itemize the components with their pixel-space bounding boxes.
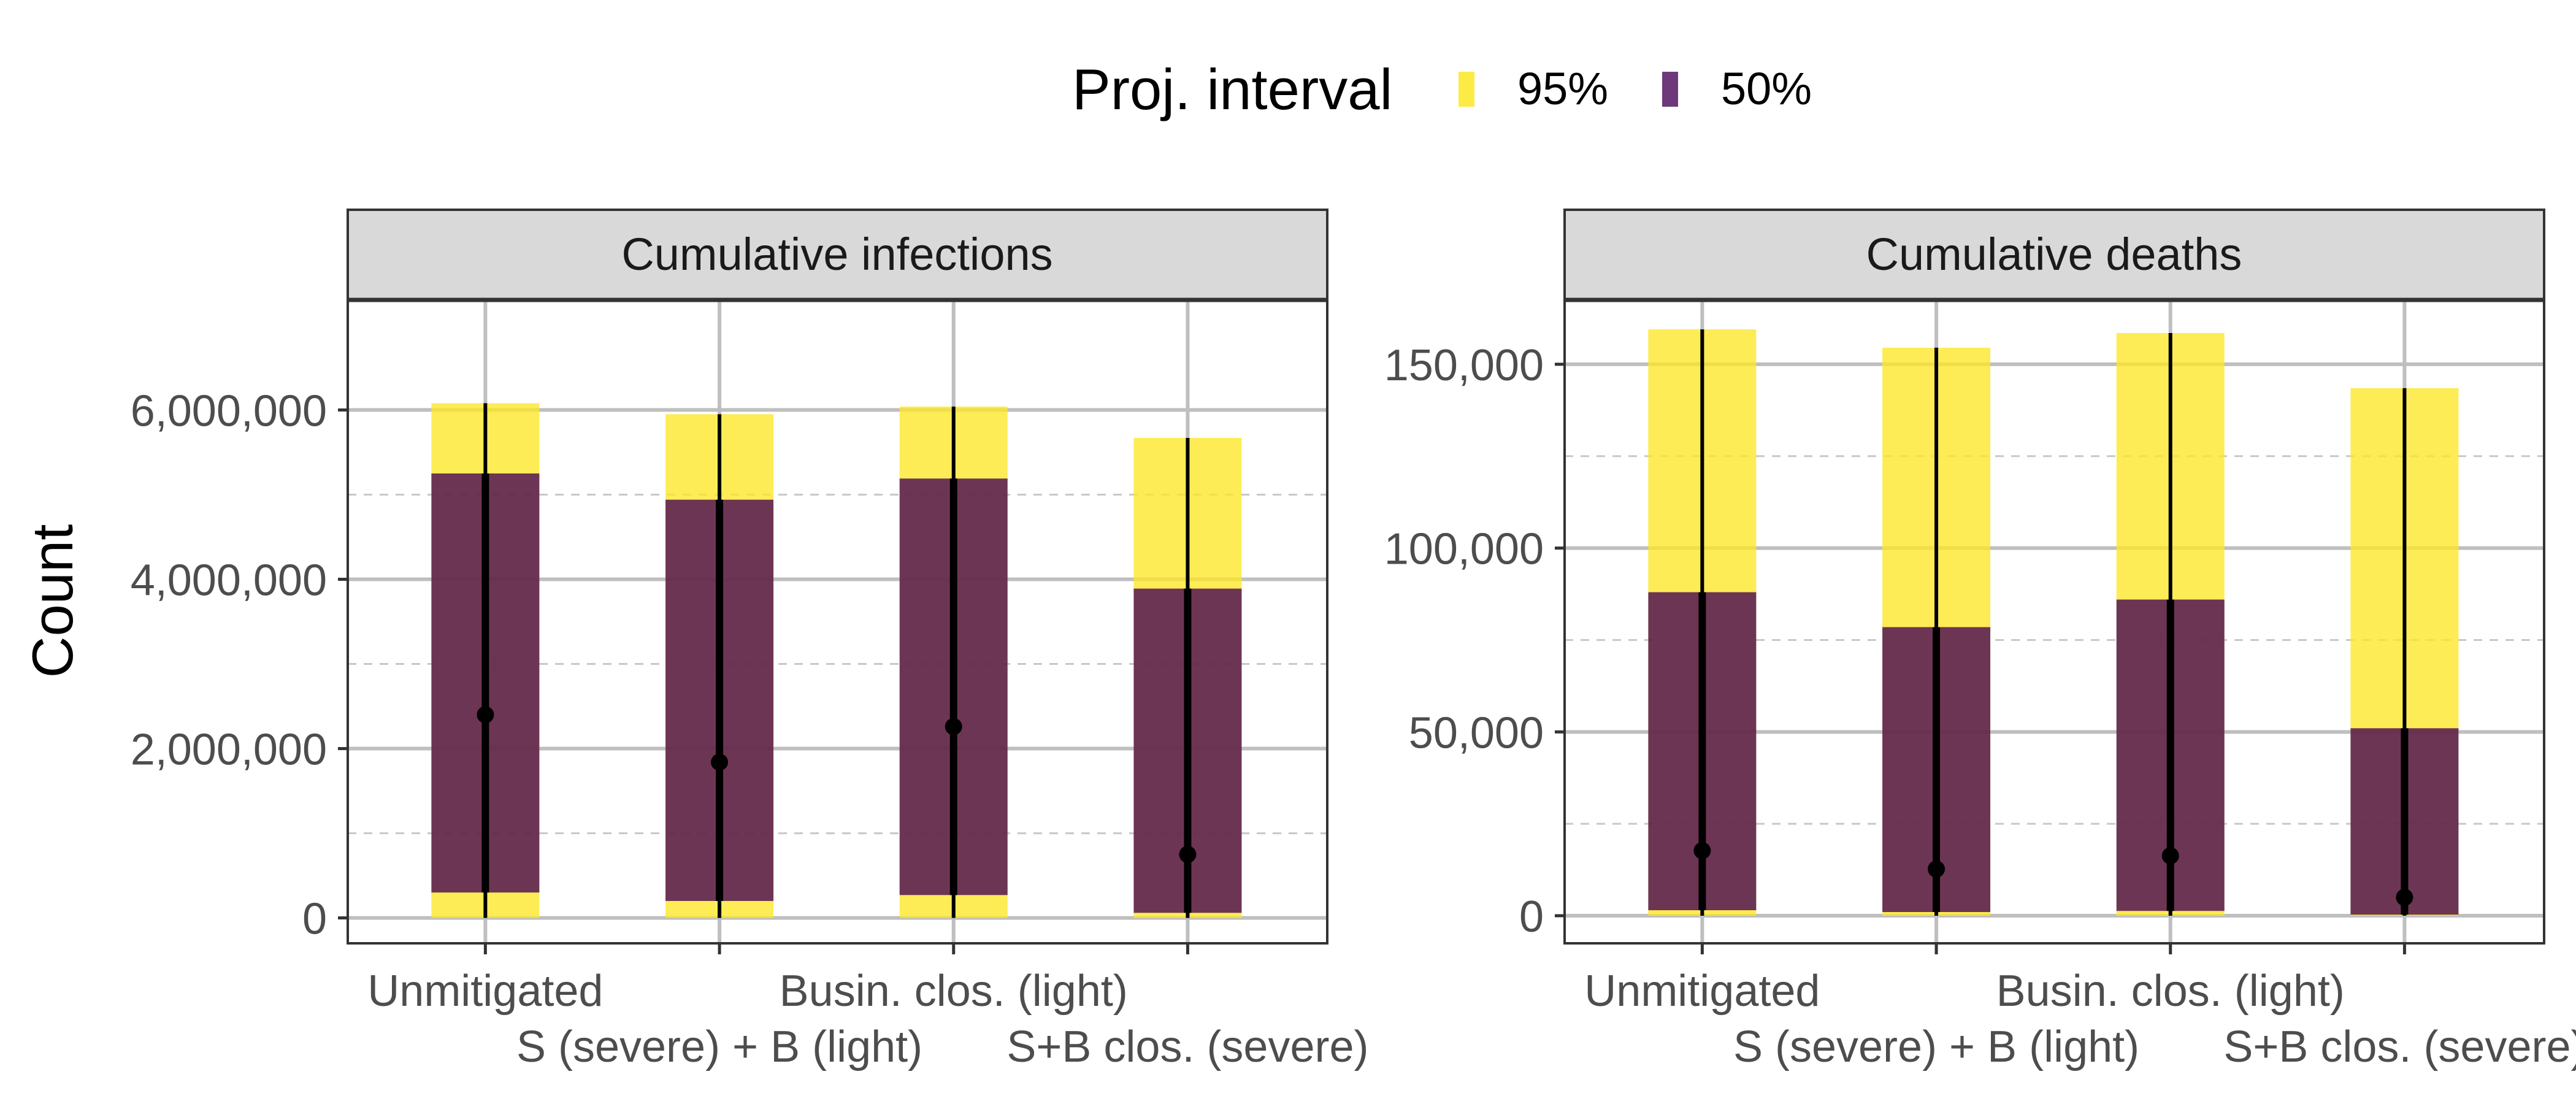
y-tick-label: 100,000 [1384, 525, 1544, 574]
x-tick-label: Busin. clos. (light) [780, 967, 1128, 1016]
median-point-s-severe-b-light [1928, 860, 1945, 878]
y-tick-label: 150,000 [1384, 341, 1544, 390]
strip-title: Cumulative infections [621, 229, 1052, 280]
median-point-s-severe-b-light [711, 753, 729, 771]
median-point-s-b-clos-severe [1179, 846, 1197, 864]
legend-label-95: 95% [1517, 63, 1608, 114]
median-point-unmitigated [477, 706, 494, 724]
median-point-unmitigated [1693, 841, 1711, 859]
panel-cumulative-infections: Cumulative infections 0 2,000,000 4,000,00… [131, 209, 1369, 1071]
legend-title: Proj. interval [1072, 57, 1392, 121]
median-point-busin-clos-light [945, 718, 962, 735]
strip-background [1563, 209, 2545, 301]
x-tick-label: Unmitigated [1584, 967, 1820, 1016]
x-tick-label: S+B clos. (severe) [1006, 1022, 1368, 1071]
legend-key-95 [1459, 72, 1474, 107]
strip-title: Cumulative deaths [1866, 229, 2242, 280]
axes: 0 50,000 100,000 150,000 Unmitigated S (sever… [1384, 341, 2576, 1071]
legend: Proj. interval 95% 50% [1072, 57, 1812, 121]
x-tick-label: Unmitigated [367, 967, 603, 1016]
median-point-busin-clos-light [2161, 847, 2179, 865]
y-tick-label: 0 [302, 895, 327, 944]
strip-background [347, 209, 1328, 301]
y-tick-label: 4,000,000 [131, 556, 327, 605]
marks [1648, 329, 2459, 916]
y-axis-label: Count [20, 524, 85, 678]
x-tick-label: S+B clos. (severe) [2223, 1022, 2576, 1071]
axes: 0 2,000,000 4,000,000 6,000,000 Unmitigated S… [131, 386, 1369, 1071]
x-tick-label: S (severe) + B (light) [1733, 1022, 2139, 1071]
y-tick-label: 6,000,000 [131, 386, 327, 435]
panel-cumulative-deaths: Cumulative deaths 0 50,000 100,000 150,000 U… [1384, 209, 2576, 1071]
legend-label-50: 50% [1721, 63, 1812, 114]
median-point-s-b-clos-severe [2396, 889, 2413, 907]
legend-key-50 [1662, 72, 1678, 107]
x-tick-label: S (severe) + B (light) [516, 1022, 922, 1071]
y-tick-label: 50,000 [1409, 708, 1544, 757]
y-tick-label: 2,000,000 [131, 726, 327, 775]
marks [431, 403, 1242, 918]
x-tick-label: Busin. clos. (light) [1996, 967, 2345, 1016]
y-tick-label: 0 [1519, 892, 1544, 941]
